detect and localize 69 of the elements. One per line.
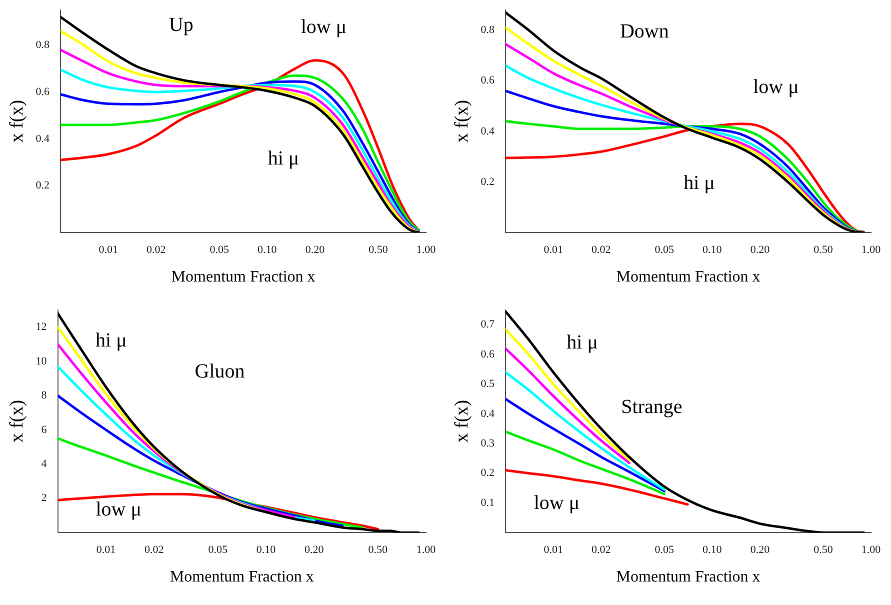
x-tick-label: 0.01 — [96, 544, 116, 556]
annotation: low μ — [534, 492, 580, 514]
x-tick-label: 0.02 — [592, 244, 611, 256]
annotation: low μ — [300, 16, 347, 38]
y-tick-label: 0.8 — [36, 39, 50, 52]
y-axis-title: x f(x) — [451, 400, 472, 443]
y-tick-label: 0.4 — [480, 125, 496, 138]
x-tick-label: 0.50 — [368, 544, 388, 556]
y-tick-label: 10 — [36, 355, 48, 368]
y-tick-label: 0.4 — [480, 408, 496, 420]
x-tick-label: 0.50 — [814, 244, 834, 256]
y-tick-label: 0.4 — [36, 132, 50, 145]
x-axis-title: Momentum Fraction x — [616, 568, 760, 586]
y-tick-label: 0.3 — [480, 437, 496, 450]
y-tick-label: 12 — [36, 321, 47, 334]
x-tick-label: 0.50 — [368, 244, 388, 256]
y-tick-label: 0.2 — [480, 176, 495, 188]
y-tick-label: 0.7 — [480, 318, 496, 331]
y-axis-title: x f(x) — [6, 100, 28, 143]
x-tick-label: 0.10 — [702, 244, 722, 256]
y-tick-label: 0.1 — [480, 496, 495, 509]
y-tick-label: 0.6 — [36, 86, 50, 98]
x-tick-label: 0.20 — [305, 244, 326, 256]
y-axis-title: x f(x) — [451, 100, 472, 143]
x-tick-label: 0.20 — [750, 544, 770, 556]
x-axis-title: Momentum Fraction x — [171, 268, 316, 286]
x-tick-label: 0.01 — [98, 244, 118, 256]
x-tick-label: 0.10 — [256, 544, 276, 556]
y-tick-label: 6 — [41, 424, 48, 436]
y-axis-title: x f(x) — [6, 400, 28, 443]
text: Down — [620, 20, 669, 43]
y-tick-label: 8 — [41, 390, 48, 402]
x-tick-label: 0.02 — [146, 244, 166, 256]
text: Gluon — [194, 360, 245, 383]
y-tick-label: 0.2 — [480, 467, 495, 480]
annotation: hi μ — [268, 147, 300, 170]
annotation: hi μ — [684, 172, 715, 194]
x-tick-label: 0.05 — [654, 544, 674, 556]
x-tick-label: 1.00 — [861, 244, 882, 256]
x-tick-label: 0.02 — [144, 544, 164, 556]
y-tick-label: 0.6 — [480, 74, 496, 87]
x-axis-title: Momentum Fraction x — [170, 568, 314, 586]
x-tick-label: 0.05 — [208, 544, 228, 556]
x-axis-title: Momentum Fraction x — [616, 268, 760, 286]
y-tick-label: 0.8 — [480, 24, 496, 36]
annotation: low μ — [96, 498, 142, 521]
y-tick-label: 0.6 — [480, 348, 496, 360]
x-tick-label: 0.50 — [814, 544, 834, 556]
x-tick-label: 0.10 — [702, 544, 722, 556]
x-tick-label: 0.02 — [592, 544, 611, 556]
y-tick-label: 0.5 — [480, 378, 496, 390]
x-tick-label: 0.05 — [654, 244, 674, 256]
x-tick-label: 1.00 — [416, 544, 436, 556]
annotation: low μ — [753, 76, 799, 98]
y-tick-label: 4 — [41, 458, 48, 470]
x-tick-label: 0.20 — [304, 544, 324, 556]
x-tick-label: 0.20 — [750, 244, 770, 256]
annotation: hi μ — [96, 329, 127, 352]
x-tick-label: 0.01 — [544, 544, 563, 556]
chart-title: Up — [168, 14, 194, 36]
x-tick-label: 0.01 — [544, 244, 563, 256]
y-tick-label: 2 — [41, 492, 47, 504]
x-tick-label: 1.00 — [861, 544, 882, 556]
annotation: hi μ — [566, 332, 598, 354]
text: Strange — [621, 396, 682, 418]
x-tick-label: 1.00 — [416, 244, 436, 256]
x-tick-label: 0.10 — [258, 244, 278, 256]
x-tick-label: 0.05 — [210, 244, 230, 256]
y-tick-label: 0.2 — [36, 180, 50, 192]
